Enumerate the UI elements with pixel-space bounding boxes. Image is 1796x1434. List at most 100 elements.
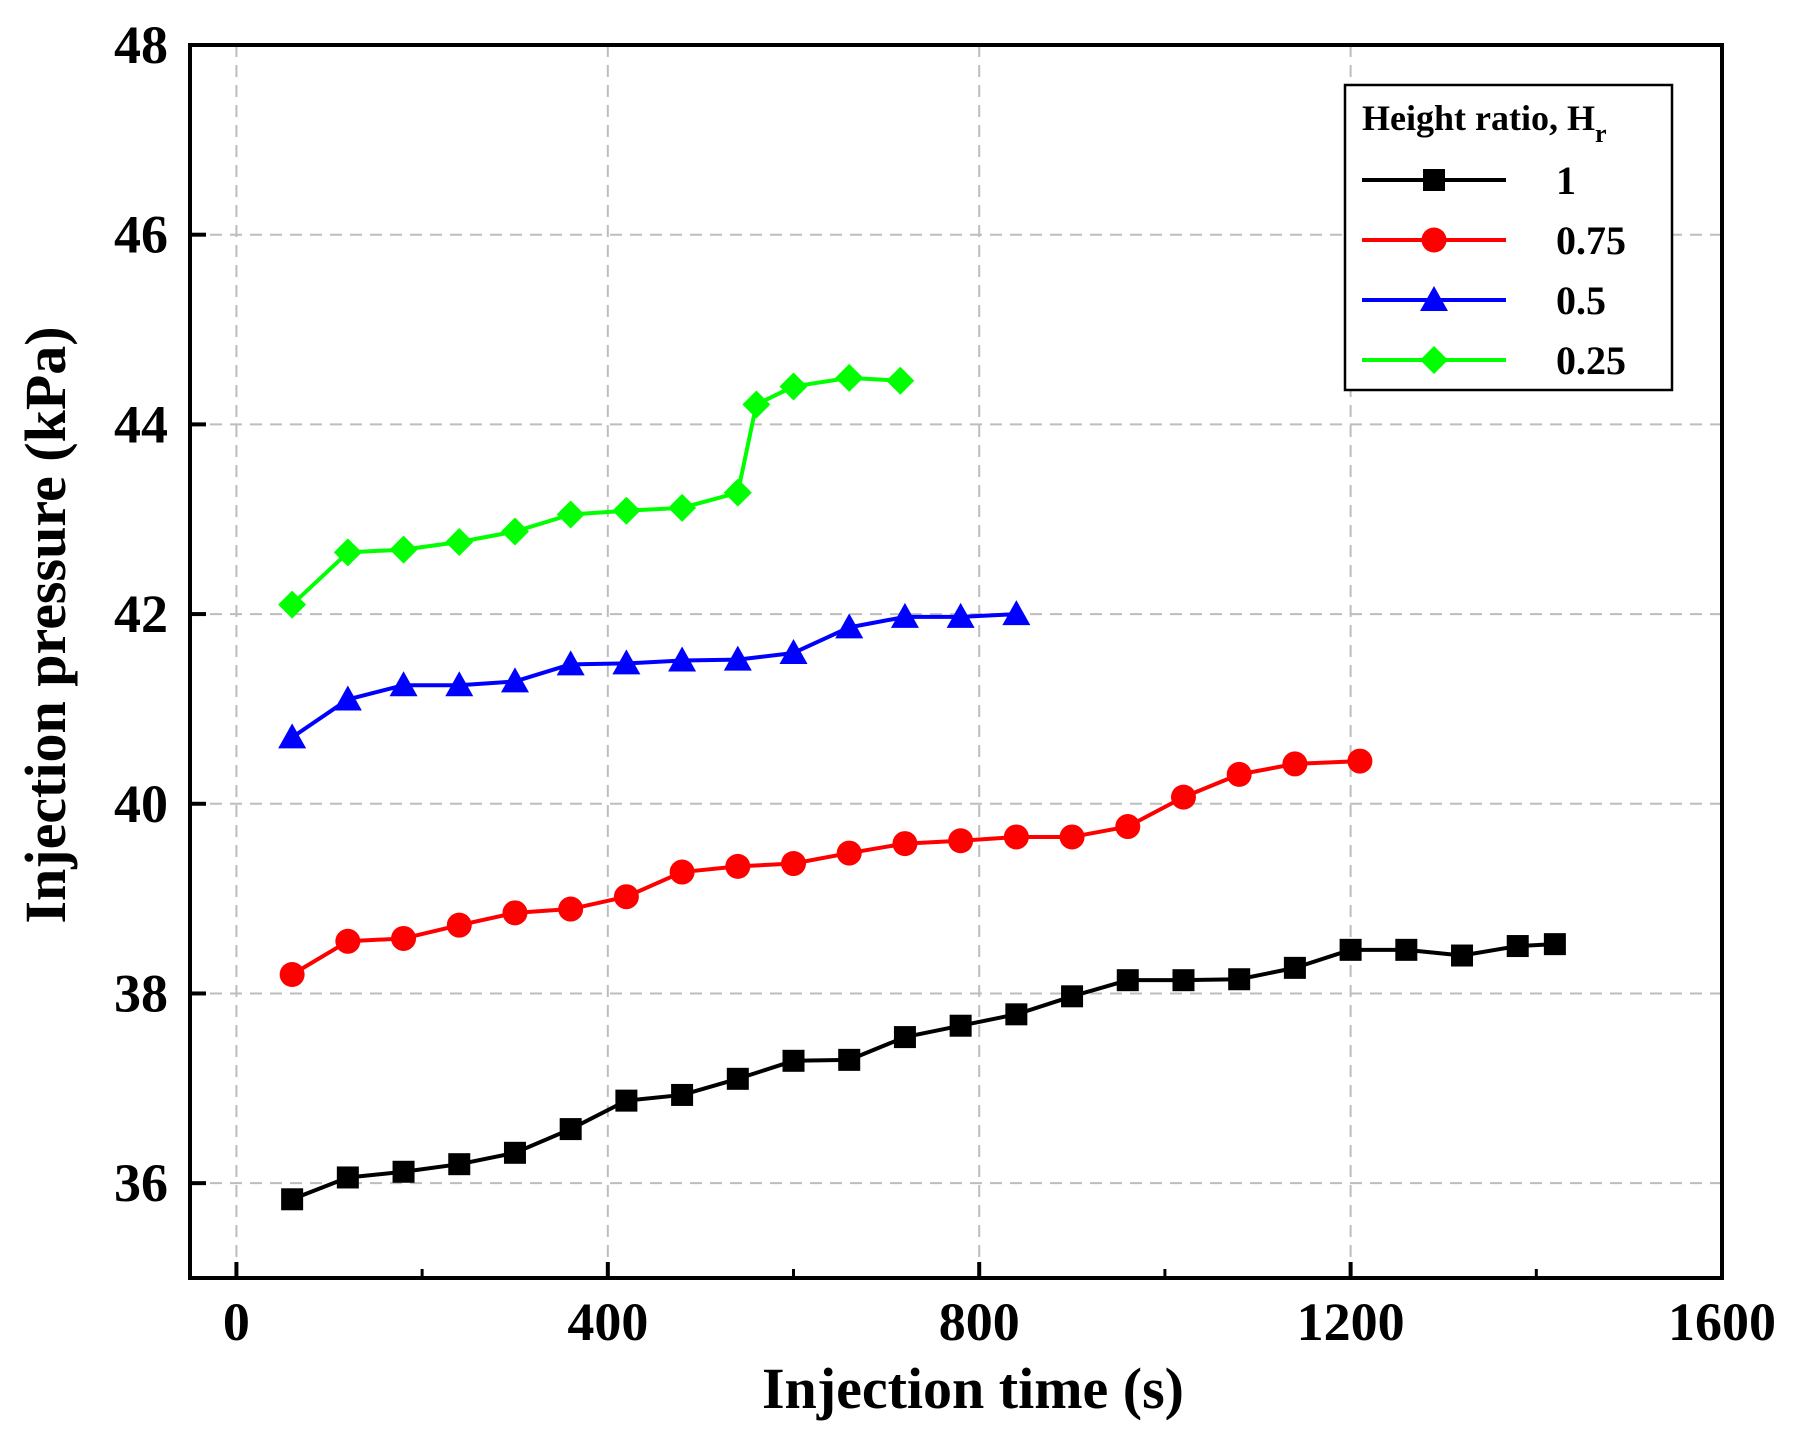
y-tick-label: 36 <box>114 1153 168 1213</box>
data-point <box>893 1026 916 1049</box>
data-point <box>781 851 807 877</box>
legend-item: 1 <box>1362 158 1576 203</box>
data-point <box>1228 968 1251 991</box>
data-point <box>892 831 918 857</box>
data-point <box>890 602 919 628</box>
legend-label: 0.5 <box>1556 278 1606 323</box>
data-point <box>446 912 472 938</box>
data-point <box>1226 761 1252 787</box>
data-point <box>1170 784 1196 810</box>
legend-box <box>1343 83 1674 392</box>
legend-title-text: Height ratio, H <box>1362 98 1595 138</box>
data-point <box>500 667 529 693</box>
series-1 <box>279 748 1373 987</box>
data-point <box>1002 600 1031 626</box>
legend-item: 0.25 <box>1362 338 1626 383</box>
data-point <box>615 1089 638 1112</box>
data-point <box>391 925 417 951</box>
data-point <box>335 928 361 954</box>
series-3 <box>278 363 915 619</box>
series-line <box>291 942 1555 1202</box>
data-point <box>613 884 639 910</box>
data-point <box>1506 935 1529 958</box>
legend-marker <box>1421 227 1447 253</box>
data-point <box>559 1118 582 1141</box>
data-point <box>502 900 528 926</box>
data-point <box>779 638 808 664</box>
y-tick-label: 48 <box>114 15 168 75</box>
data-point <box>671 1083 694 1106</box>
data-point <box>279 961 305 987</box>
data-point <box>668 646 697 672</box>
plot-frame <box>188 43 1724 1280</box>
series-2 <box>278 600 1031 749</box>
legend-title: Height ratio, Hr <box>1362 98 1607 148</box>
axis-ticks: 0 400 800 1200 1600 36 38 40 42 44 46 48 <box>114 15 1776 1352</box>
series-line <box>291 612 1017 740</box>
data-point <box>281 1188 304 1211</box>
x-tick-label: 0 <box>223 1292 250 1352</box>
data-point <box>835 363 864 392</box>
x-tick-label: 400 <box>567 1292 648 1352</box>
data-point <box>1059 824 1085 850</box>
data-point <box>1283 956 1306 979</box>
legend-marker <box>1420 286 1448 311</box>
data-point <box>948 828 974 854</box>
data-point <box>392 1160 415 1183</box>
data-point <box>726 1067 749 1090</box>
data-point <box>1395 938 1418 961</box>
data-point <box>723 645 752 671</box>
legend: Height ratio, Hr 1 0.75 0.5 0.25 <box>1343 83 1674 392</box>
data-point <box>1116 969 1139 992</box>
data-point <box>1172 969 1195 992</box>
y-tick-label: 42 <box>114 584 168 644</box>
data-point <box>500 517 529 546</box>
data-point <box>612 649 641 675</box>
x-tick-label: 1200 <box>1297 1292 1405 1352</box>
y-tick-label: 40 <box>114 774 168 834</box>
y-axis-title: Injection pressure (kPa) <box>13 326 78 923</box>
data-point <box>779 372 808 401</box>
data-point <box>1451 944 1474 967</box>
y-tick-label: 46 <box>114 205 168 265</box>
x-tick-label: 800 <box>939 1292 1020 1352</box>
data-point <box>503 1141 526 1164</box>
data-point <box>1282 751 1308 777</box>
data-point <box>389 535 418 564</box>
data-point <box>1543 933 1566 956</box>
data-point <box>278 590 307 619</box>
series-line <box>290 375 901 607</box>
data-point <box>1339 938 1362 961</box>
legend-label: 1 <box>1556 158 1576 203</box>
data-point <box>668 493 697 522</box>
data-point <box>445 671 474 697</box>
data-point <box>1005 1003 1028 1026</box>
data-point <box>742 390 771 419</box>
series-layer <box>278 363 1566 1211</box>
legend-marker <box>1423 169 1445 191</box>
data-point <box>723 478 752 507</box>
legend-marker <box>1420 346 1448 374</box>
series-line <box>291 759 1360 977</box>
data-point <box>558 896 584 922</box>
data-point <box>389 671 418 697</box>
legend-title-subscript: r <box>1595 119 1607 148</box>
data-point <box>556 500 585 529</box>
legend-label: 0.75 <box>1556 218 1626 263</box>
data-point <box>612 496 641 525</box>
data-point <box>836 840 862 866</box>
legend-item: 0.5 <box>1362 278 1606 323</box>
data-point <box>448 1153 471 1176</box>
data-point <box>333 538 362 567</box>
data-point <box>1061 985 1084 1008</box>
data-point <box>1347 748 1373 774</box>
data-point <box>1115 814 1141 840</box>
legend-label: 0.25 <box>1556 338 1626 383</box>
data-point <box>278 723 307 749</box>
data-point <box>669 859 695 885</box>
data-point <box>838 1048 861 1071</box>
data-point <box>946 602 975 628</box>
data-point <box>782 1049 805 1072</box>
data-point <box>556 650 585 676</box>
